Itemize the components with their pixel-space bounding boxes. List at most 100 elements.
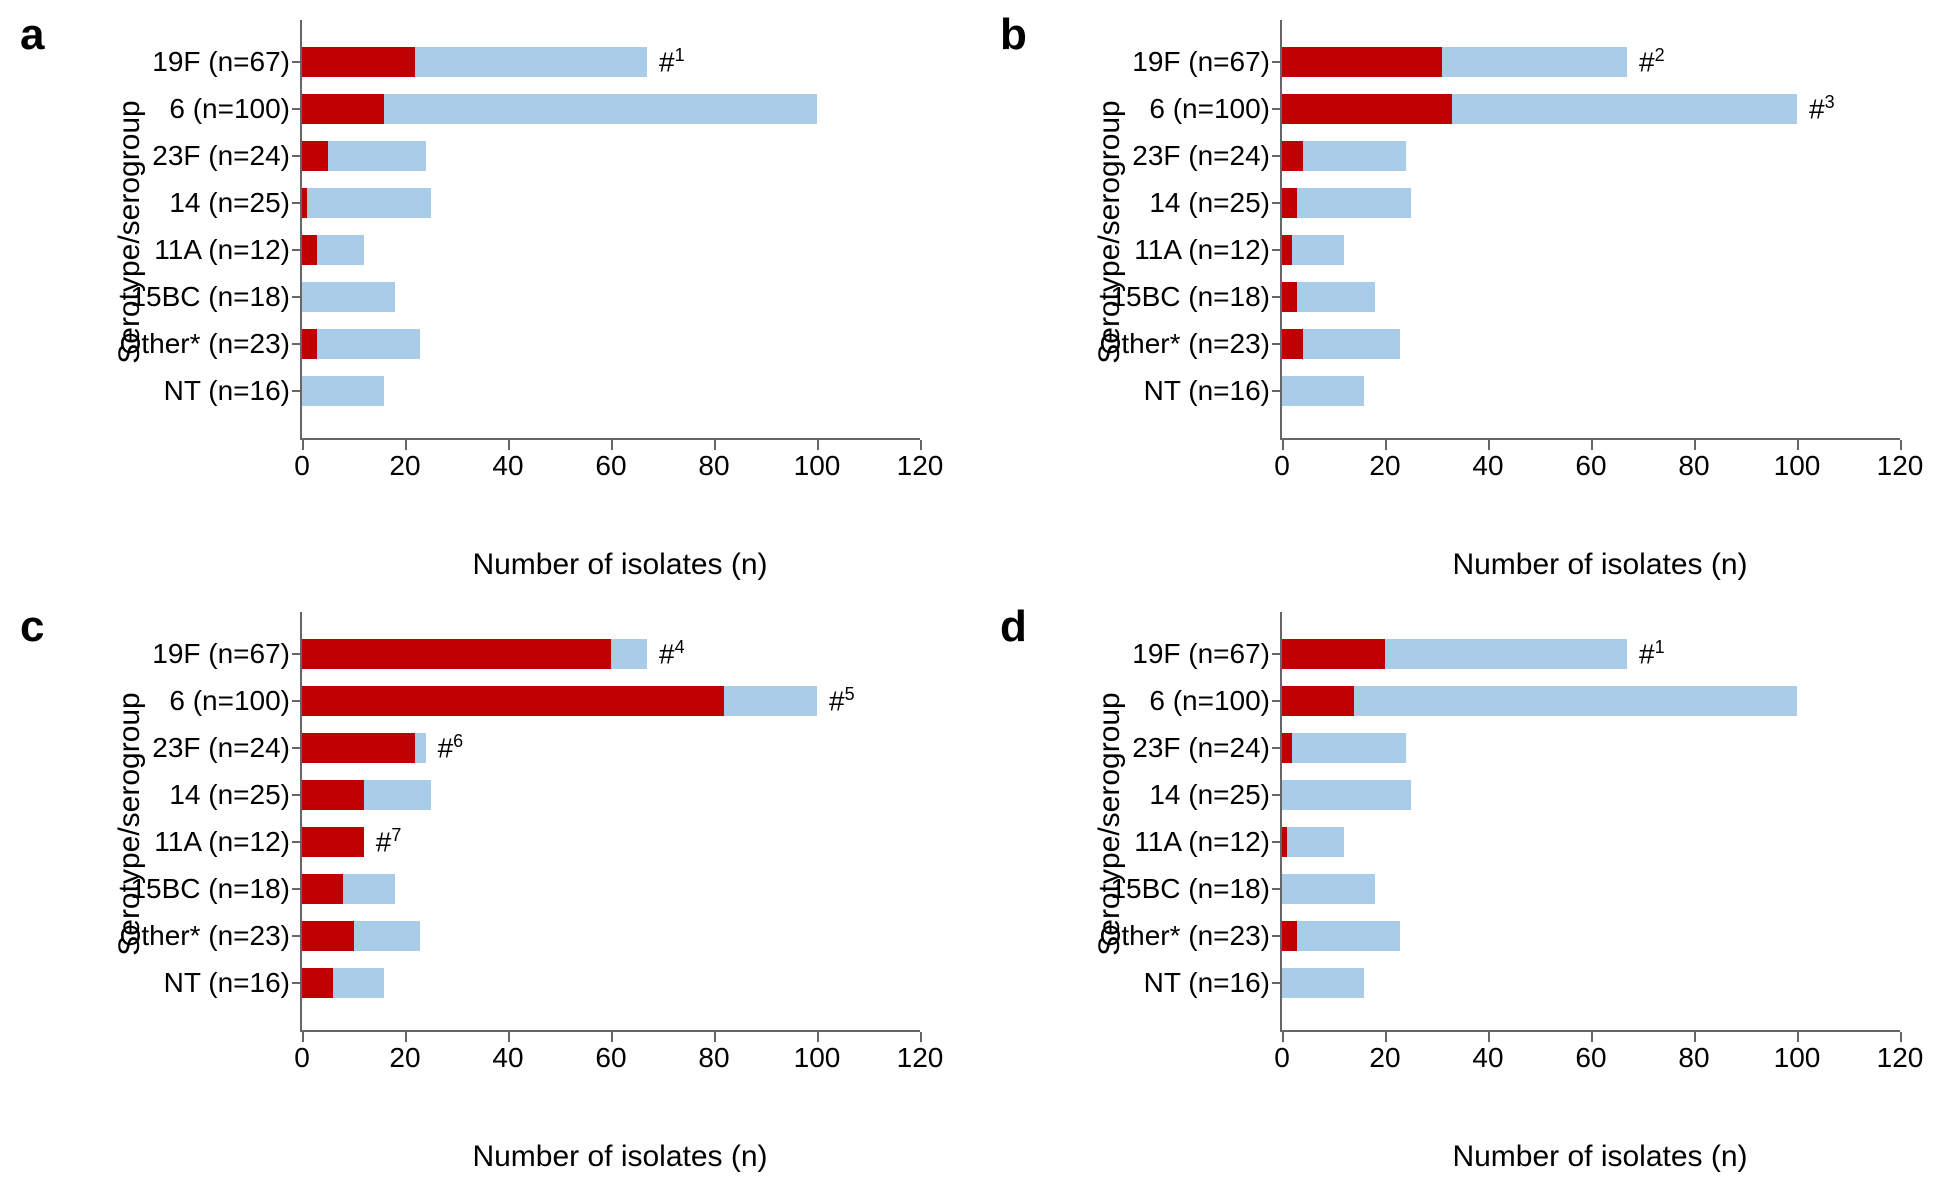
- bar-row: [302, 959, 920, 1006]
- bar-row: [1282, 367, 1900, 414]
- y-tick: [292, 841, 302, 843]
- x-tick: [1591, 1032, 1593, 1042]
- x-tick-label: 40: [492, 450, 523, 482]
- bar-segment-red: [302, 47, 415, 77]
- y-tick: [1272, 249, 1282, 251]
- bar-segment-blue: [1282, 874, 1375, 904]
- y-tick: [292, 794, 302, 796]
- bar-row: [302, 273, 920, 320]
- bar-segment-blue: [1282, 376, 1364, 406]
- bar-segment-blue: [1292, 733, 1405, 763]
- bar-segment-red: [302, 968, 333, 998]
- bar-segment-blue: [317, 235, 363, 265]
- x-tick: [714, 440, 716, 450]
- panel-a: aSerotype/serogroup19F (n=67)6 (n=100)23…: [20, 20, 940, 582]
- bar-row: [302, 179, 920, 226]
- x-tick-label: 60: [1575, 450, 1606, 482]
- bar-segment-red: [1282, 141, 1303, 171]
- bar-segment-blue: [1354, 686, 1797, 716]
- x-tick-label: 20: [389, 450, 420, 482]
- x-tick: [920, 1032, 922, 1042]
- bar-segment-blue: [307, 188, 431, 218]
- bar-annotation: #2: [1639, 45, 1665, 78]
- x-tick: [1385, 440, 1387, 450]
- y-tick: [1272, 155, 1282, 157]
- y-tick: [292, 202, 302, 204]
- category-label: 19F (n=67): [100, 630, 300, 677]
- bar-row: #2: [1282, 38, 1900, 85]
- x-tick: [405, 440, 407, 450]
- category-label: 19F (n=67): [1080, 630, 1280, 677]
- x-tick-label: 0: [1274, 1042, 1290, 1074]
- x-tick-label: 120: [1877, 1042, 1924, 1074]
- bar-row: [302, 865, 920, 912]
- chart-area: Serotype/serogroup19F (n=67)6 (n=100)23F…: [60, 612, 940, 1082]
- x-tick-label: 120: [897, 450, 944, 482]
- bar-row: [1282, 273, 1900, 320]
- y-tick: [1272, 653, 1282, 655]
- bar-segment-blue: [1287, 827, 1344, 857]
- x-tick-label: 80: [698, 450, 729, 482]
- y-tick: [292, 61, 302, 63]
- y-tick: [292, 747, 302, 749]
- bar-row: [302, 226, 920, 273]
- bar-segment-red: [1282, 921, 1297, 951]
- bar-segment-red: [302, 733, 415, 763]
- x-tick-label: 80: [1678, 450, 1709, 482]
- bar-segment-blue: [1292, 235, 1344, 265]
- x-axis-label: Number of isolates (n): [300, 548, 940, 582]
- bar-row: [1282, 724, 1900, 771]
- y-tick: [292, 700, 302, 702]
- bar-segment-red: [302, 235, 317, 265]
- bar-segment-blue: [328, 141, 426, 171]
- y-tick: [1272, 935, 1282, 937]
- x-tick-label: 60: [595, 450, 626, 482]
- x-tick: [1900, 440, 1902, 450]
- x-tick-label: 0: [294, 450, 310, 482]
- chart-area: Serotype/serogroup19F (n=67)6 (n=100)23F…: [60, 20, 940, 490]
- bar-segment-red: [302, 780, 364, 810]
- bar-segment-blue: [343, 874, 395, 904]
- y-tick: [1272, 700, 1282, 702]
- bar-row: #1: [1282, 630, 1900, 677]
- bar-segment-red: [302, 639, 611, 669]
- y-tick: [1272, 61, 1282, 63]
- x-axis-label: Number of isolates (n): [300, 1140, 940, 1174]
- x-tick: [1488, 440, 1490, 450]
- bar-segment-blue: [724, 686, 817, 716]
- x-tick: [1591, 440, 1593, 450]
- bar-segment-blue: [1452, 94, 1797, 124]
- panel-letter: d: [1000, 602, 1027, 652]
- x-tick: [1282, 440, 1284, 450]
- y-tick: [292, 653, 302, 655]
- bar-segment-red: [302, 686, 724, 716]
- y-tick: [1272, 296, 1282, 298]
- x-tick: [508, 440, 510, 450]
- x-tick: [1797, 440, 1799, 450]
- x-tick: [1797, 1032, 1799, 1042]
- x-tick: [817, 440, 819, 450]
- y-axis-label: Serotype/serogroup: [1093, 82, 1127, 382]
- bar-segment-blue: [302, 282, 395, 312]
- bar-segment-blue: [1297, 921, 1400, 951]
- bar-row: [302, 320, 920, 367]
- x-tick-label: 60: [595, 1042, 626, 1074]
- x-tick: [405, 1032, 407, 1042]
- x-tick: [1694, 440, 1696, 450]
- bar-row: [1282, 320, 1900, 367]
- bar-row: [1282, 771, 1900, 818]
- x-axis-label: Number of isolates (n): [1280, 548, 1920, 582]
- chart-area: Serotype/serogroup19F (n=67)6 (n=100)23F…: [1040, 20, 1920, 490]
- bar-segment-red: [302, 921, 354, 951]
- x-tick: [1900, 1032, 1902, 1042]
- bar-segment-blue: [1303, 329, 1401, 359]
- bar-row: #5: [302, 677, 920, 724]
- plot-region: #4#5#6#7020406080100120: [300, 612, 920, 1032]
- bar-row: [302, 132, 920, 179]
- bar-segment-red: [302, 329, 317, 359]
- bar-row: [1282, 677, 1900, 724]
- x-axis: 020406080100120: [302, 1032, 920, 1062]
- x-tick-label: 20: [1369, 1042, 1400, 1074]
- bar-row: #4: [302, 630, 920, 677]
- bar-segment-blue: [415, 733, 425, 763]
